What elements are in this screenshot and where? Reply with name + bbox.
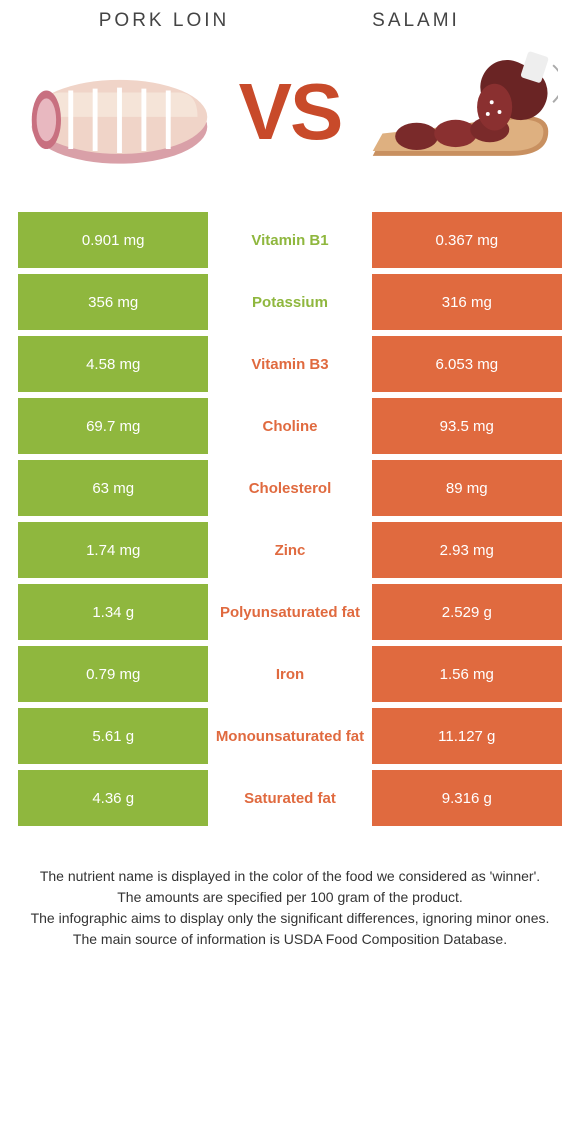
right-value-cell: 1.56 mg — [372, 646, 562, 702]
right-value-cell: 9.316 g — [372, 770, 562, 826]
left-value-cell: 5.61 g — [18, 708, 208, 764]
header-row: Pork loin Salami — [18, 10, 562, 32]
right-value-cell: 316 mg — [372, 274, 562, 330]
nutrient-label-cell: Monounsaturated fat — [208, 708, 371, 764]
table-row: 1.74 mgZinc2.93 mg — [18, 522, 562, 578]
nutrient-label-cell: Polyunsaturated fat — [208, 584, 371, 640]
nutrient-label-cell: Zinc — [208, 522, 371, 578]
footer-line-3: The infographic aims to display only the… — [28, 908, 552, 929]
pork-loin-image — [22, 42, 217, 182]
table-row: 4.58 mgVitamin B36.053 mg — [18, 336, 562, 392]
right-value-cell: 6.053 mg — [372, 336, 562, 392]
footer-notes: The nutrient name is displayed in the co… — [18, 866, 562, 950]
table-row: 5.61 gMonounsaturated fat11.127 g — [18, 708, 562, 764]
left-value-cell: 0.901 mg — [18, 212, 208, 268]
footer-line-4: The main source of information is USDA F… — [28, 929, 552, 950]
right-value-cell: 89 mg — [372, 460, 562, 516]
right-value-cell: 2.93 mg — [372, 522, 562, 578]
table-row: 356 mgPotassium316 mg — [18, 274, 562, 330]
images-row: VS — [18, 42, 562, 182]
salami-image — [363, 42, 558, 182]
left-value-cell: 1.74 mg — [18, 522, 208, 578]
nutrient-label-cell: Choline — [208, 398, 371, 454]
table-row: 1.34 gPolyunsaturated fat2.529 g — [18, 584, 562, 640]
table-row: 0.79 mgIron1.56 mg — [18, 646, 562, 702]
left-value-cell: 4.58 mg — [18, 336, 208, 392]
vs-label: VS — [239, 66, 342, 158]
nutrient-label-cell: Vitamin B1 — [208, 212, 371, 268]
left-food-title: Pork loin — [38, 10, 290, 32]
footer-line-2: The amounts are specified per 100 gram o… — [28, 887, 552, 908]
table-row: 4.36 gSaturated fat9.316 g — [18, 770, 562, 826]
nutrient-label-cell: Saturated fat — [208, 770, 371, 826]
left-value-cell: 4.36 g — [18, 770, 208, 826]
left-value-cell: 1.34 g — [18, 584, 208, 640]
right-value-cell: 11.127 g — [372, 708, 562, 764]
table-row: 69.7 mgCholine93.5 mg — [18, 398, 562, 454]
right-food-title: Salami — [290, 10, 542, 32]
left-value-cell: 69.7 mg — [18, 398, 208, 454]
nutrient-label-cell: Vitamin B3 — [208, 336, 371, 392]
right-value-cell: 2.529 g — [372, 584, 562, 640]
left-value-cell: 63 mg — [18, 460, 208, 516]
table-row: 63 mgCholesterol89 mg — [18, 460, 562, 516]
footer-line-1: The nutrient name is displayed in the co… — [28, 866, 552, 887]
comparison-table: 0.901 mgVitamin B10.367 mg 356 mgPotassiu… — [18, 212, 562, 826]
right-value-cell: 0.367 mg — [372, 212, 562, 268]
nutrient-label-cell: Potassium — [208, 274, 371, 330]
left-value-cell: 0.79 mg — [18, 646, 208, 702]
nutrient-label-cell: Iron — [208, 646, 371, 702]
infographic-container: Pork loin Salami VS — [0, 0, 580, 950]
left-value-cell: 356 mg — [18, 274, 208, 330]
nutrient-label-cell: Cholesterol — [208, 460, 371, 516]
table-row: 0.901 mgVitamin B10.367 mg — [18, 212, 562, 268]
right-value-cell: 93.5 mg — [372, 398, 562, 454]
